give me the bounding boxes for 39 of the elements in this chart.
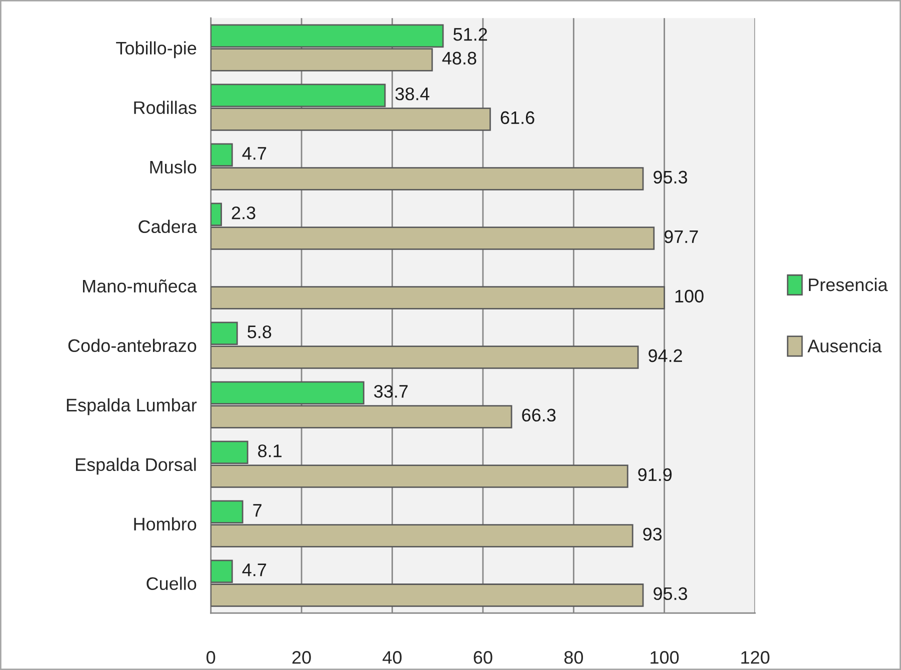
data-label: 95.3 — [654, 587, 688, 600]
data-label: 2.3 — [232, 206, 256, 220]
x-tick-label: 40 — [382, 651, 402, 664]
legend-label: Ausencia — [808, 339, 882, 352]
data-label: 91.9 — [638, 468, 672, 482]
x-tick-label: 120 — [741, 651, 770, 664]
data-label: 51.2 — [453, 28, 487, 41]
data-label: 38.4 — [395, 87, 430, 100]
x-tick-label: 100 — [650, 651, 679, 664]
data-label: 4.7 — [242, 147, 266, 160]
data-label: 97.7 — [664, 230, 698, 244]
y-tick-label: Cadera — [138, 220, 197, 234]
data-label: 100 — [675, 290, 704, 303]
y-tick-label: Hombro — [134, 517, 196, 531]
data-label: 48.8 — [442, 52, 476, 65]
data-label: 33.7 — [374, 384, 408, 398]
x-tick-label: 20 — [292, 651, 311, 664]
data-label: 5.8 — [248, 325, 272, 338]
y-tick-label: Rodillas — [134, 100, 196, 114]
data-label: 8.1 — [258, 444, 282, 458]
data-label: 95.3 — [654, 170, 688, 184]
bar — [210, 286, 666, 310]
data-label: 4.7 — [242, 564, 266, 576]
y-tick-label: Mano-muñeca — [83, 279, 197, 293]
y-tick-label: Cuello — [146, 576, 196, 590]
y-tick-label: Codo-antebrazo — [68, 338, 196, 352]
data-label: 7 — [253, 504, 262, 517]
data-label: 66.3 — [522, 408, 556, 422]
legend-label: Presencia — [808, 278, 888, 292]
data-label: 94.2 — [648, 349, 682, 362]
y-tick-label: Espalda Dorsal — [76, 458, 196, 475]
y-tick-label: Muslo — [150, 160, 196, 174]
y-tick-label: Espalda Lumbar — [66, 398, 197, 416]
y-tick-label: Tobillo-pie — [116, 41, 196, 58]
x-tick-label: 80 — [564, 651, 583, 664]
x-tick-label: 0 — [206, 651, 216, 664]
x-tick-label: 60 — [474, 651, 492, 664]
data-label: 93 — [643, 528, 662, 541]
data-label: 61.6 — [500, 111, 534, 124]
